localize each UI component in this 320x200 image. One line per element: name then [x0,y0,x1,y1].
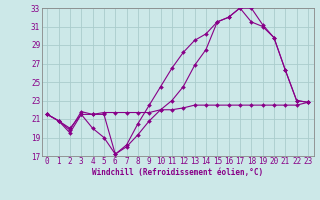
X-axis label: Windchill (Refroidissement éolien,°C): Windchill (Refroidissement éolien,°C) [92,168,263,177]
